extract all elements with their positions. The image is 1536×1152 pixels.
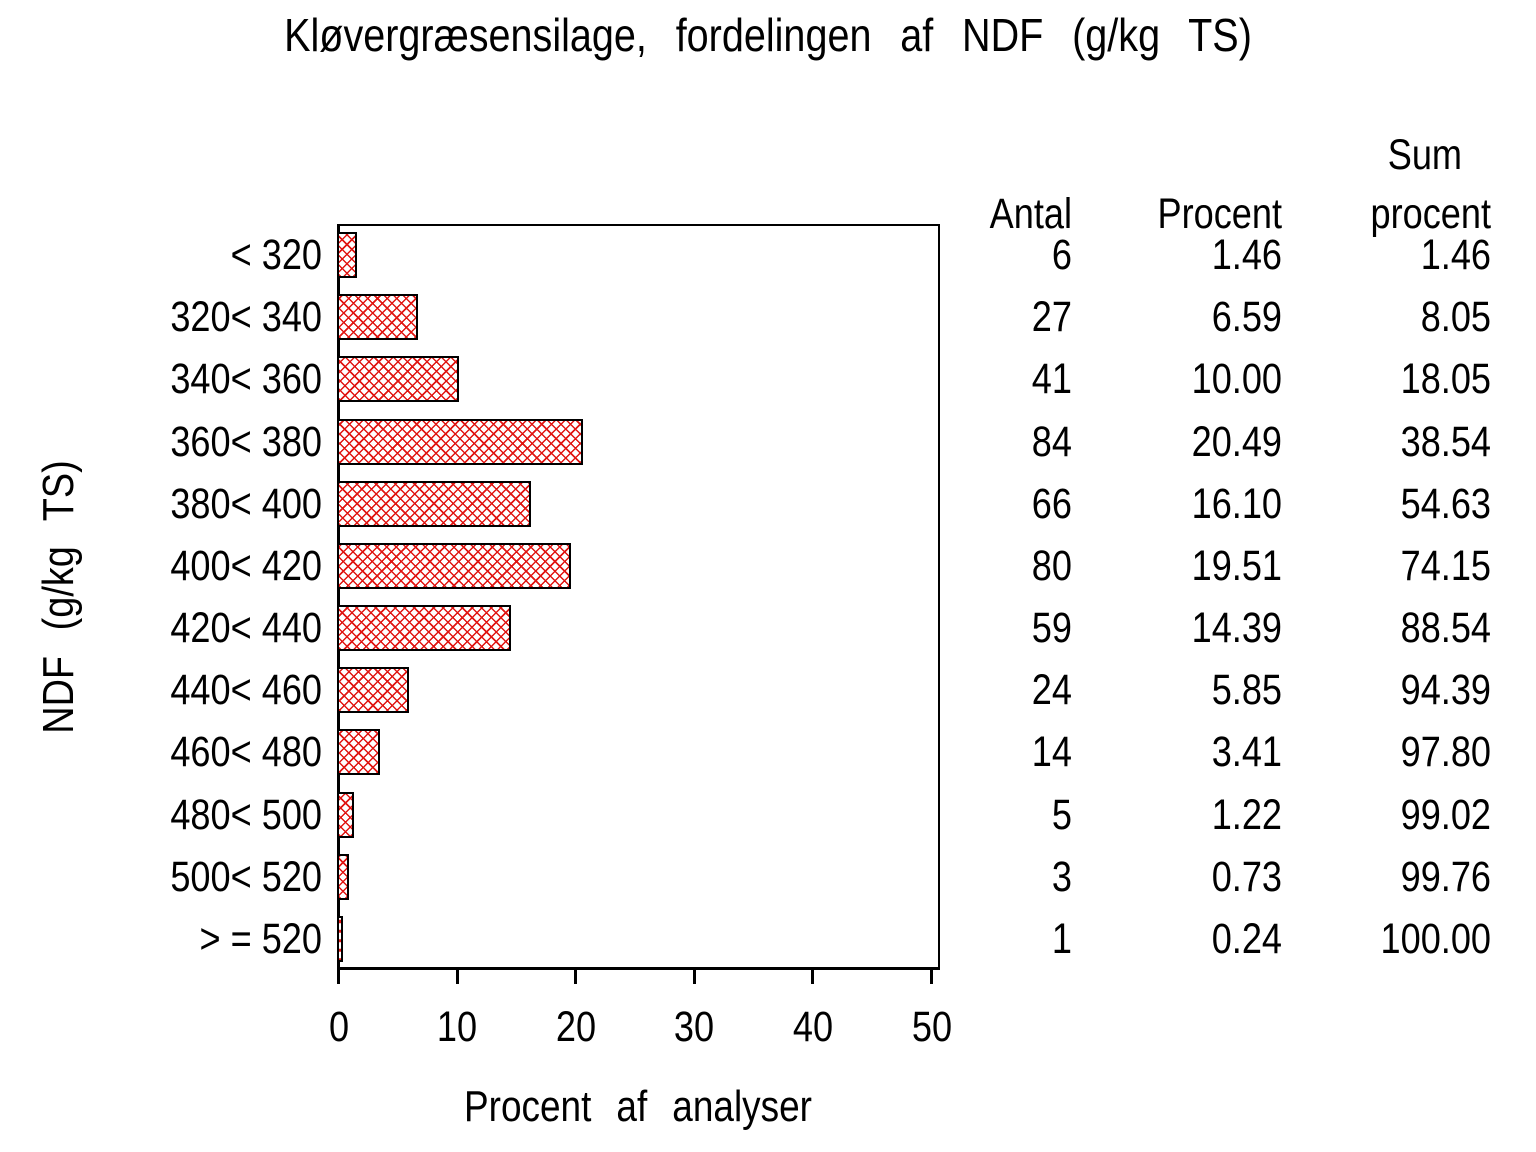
bar (337, 729, 381, 776)
table-cell-sum: 99.76 (1400, 852, 1491, 901)
table-cell-antal: 24 (1031, 666, 1072, 715)
table-cell-sum: 18.05 (1400, 355, 1491, 404)
table-header-sum-line2: procent (1370, 190, 1491, 238)
table-cell-sum: 97.80 (1400, 728, 1491, 777)
table-cell-procent: 14.39 (1191, 604, 1282, 653)
table-cell-sum: 99.02 (1400, 790, 1491, 839)
category-label: 360< 380 (170, 417, 322, 466)
bar (337, 667, 410, 714)
bar (337, 605, 511, 651)
category-label: 440< 460 (170, 666, 322, 715)
category-label: 420< 440 (170, 604, 322, 653)
x-tick-label: 50 (911, 1003, 952, 1051)
table-header-sum-line1: Sum (1387, 131, 1462, 179)
table-cell-procent: 20.49 (1191, 417, 1282, 466)
category-label: 380< 400 (170, 479, 322, 528)
x-tick-mark (337, 970, 340, 984)
category-label: 320< 340 (170, 293, 322, 342)
table-header-procent: Procent (1157, 190, 1282, 238)
chart-title: Kløvergræsensilage, fordelingen af NDF (… (284, 9, 1252, 61)
table-cell-sum: 74.15 (1400, 541, 1491, 590)
x-tick-label: 20 (555, 1003, 596, 1051)
bar (337, 791, 355, 838)
table-cell-procent: 10.00 (1191, 355, 1282, 404)
table-cell-antal: 1 (1051, 914, 1072, 963)
category-label: > = 520 (199, 914, 322, 963)
table-cell-sum: 88.54 (1400, 604, 1491, 653)
category-label: < 320 (230, 231, 322, 280)
table-cell-procent: 3.41 (1211, 728, 1282, 777)
table-cell-antal: 66 (1031, 479, 1072, 528)
x-tick-mark (574, 970, 578, 984)
x-axis-title: Procent af analyser (463, 1082, 812, 1131)
bar (337, 480, 531, 527)
table-cell-procent: 0.24 (1211, 914, 1282, 963)
table-cell-sum: 54.63 (1400, 479, 1491, 528)
table-header-antal: Antal (989, 190, 1072, 238)
table-cell-procent: 16.10 (1191, 479, 1282, 528)
table-cell-procent: 19.51 (1191, 541, 1282, 590)
category-label: 500< 520 (170, 852, 322, 901)
category-label: 460< 480 (170, 728, 322, 777)
table-cell-antal: 14 (1031, 728, 1072, 777)
category-label: 340< 360 (170, 355, 322, 404)
category-label: 400< 420 (170, 541, 322, 590)
bar (337, 294, 419, 341)
x-tick-label: 10 (436, 1003, 478, 1051)
table-cell-antal: 3 (1051, 852, 1072, 901)
table-cell-antal: 5 (1051, 790, 1072, 839)
table-cell-antal: 59 (1031, 604, 1072, 653)
bar (337, 853, 349, 900)
table-cell-procent: 1.46 (1211, 231, 1282, 280)
table-cell-sum: 38.54 (1400, 417, 1491, 466)
bar (337, 232, 358, 278)
table-cell-antal: 27 (1031, 293, 1072, 342)
x-tick-label: 40 (792, 1003, 833, 1051)
x-tick-label: 0 (328, 1003, 349, 1051)
table-cell-procent: 5.85 (1211, 666, 1282, 715)
x-tick-mark (692, 970, 696, 984)
table-cell-antal: 84 (1031, 417, 1072, 466)
table-cell-antal: 6 (1051, 231, 1072, 280)
x-tick-label: 30 (674, 1003, 715, 1051)
category-label: 480< 500 (170, 790, 322, 839)
x-tick-mark (455, 970, 459, 984)
bar (337, 542, 572, 589)
plot-area (337, 224, 940, 970)
table-cell-antal: 41 (1031, 355, 1072, 404)
table-cell-sum: 8.05 (1420, 293, 1491, 342)
table-cell-antal: 80 (1031, 541, 1072, 590)
x-tick-mark (811, 970, 815, 984)
table-cell-sum: 1.46 (1420, 231, 1491, 280)
bar (337, 915, 343, 962)
table-cell-procent: 0.73 (1211, 852, 1282, 901)
table-cell-sum: 94.39 (1400, 666, 1491, 715)
bar (337, 418, 583, 465)
bar (337, 356, 459, 403)
x-tick-mark (930, 970, 933, 984)
table-cell-sum: 100.00 (1380, 914, 1491, 963)
table-cell-procent: 1.22 (1211, 790, 1282, 839)
table-cell-procent: 6.59 (1211, 293, 1282, 342)
